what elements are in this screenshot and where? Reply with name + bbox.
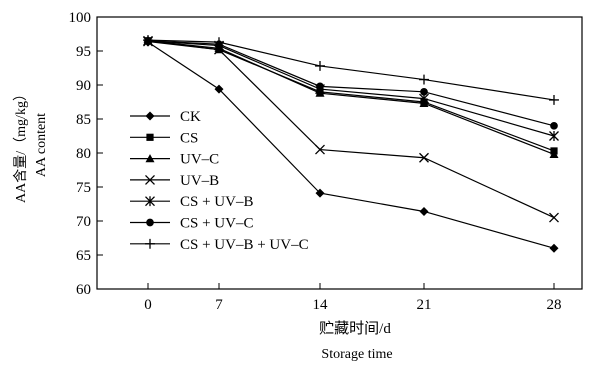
- y-tick-label: 85: [76, 112, 91, 128]
- x-tick-label: 7: [215, 297, 223, 313]
- legend-item: UV–C: [130, 152, 219, 168]
- data-point: [214, 37, 224, 48]
- legend-marker: [145, 111, 155, 121]
- series-line: [147, 40, 555, 127]
- series-line: [147, 39, 555, 101]
- data-point: [420, 87, 428, 96]
- legend-marker: [145, 154, 155, 163]
- data-point: [549, 212, 559, 223]
- data-point: [315, 61, 325, 71]
- legend-marker: [145, 238, 155, 249]
- data-point: [315, 188, 325, 198]
- legend-label: CS + UV–B + UV–C: [180, 237, 309, 253]
- y-axis-label-en: AA content: [34, 113, 49, 177]
- legend-item: UV–B: [130, 173, 219, 189]
- series-group: [143, 35, 559, 253]
- legend-label: CS + UV–C: [180, 216, 253, 232]
- legend: CK CS UV–C UV–B CS + UV–B CS + UV–C CS + UV–B …: [130, 109, 309, 253]
- data-point: [214, 84, 224, 94]
- x-tick-label: 21: [417, 297, 432, 313]
- y-tick-label: 60: [76, 282, 91, 298]
- legend-label: UV–C: [180, 152, 219, 168]
- series-5: [144, 36, 558, 130]
- legend-label: UV–B: [180, 173, 219, 189]
- series-2: [143, 36, 559, 158]
- ticks: 60 65 70 75 80 85 90 95 100 0 7 14 21 28: [69, 10, 562, 313]
- legend-item: CS + UV–B: [130, 194, 253, 210]
- legend-marker: [145, 174, 155, 185]
- data-point: [549, 95, 559, 105]
- y-tick-label: 100: [69, 10, 92, 26]
- x-axis-label-en: Storage time: [321, 347, 392, 362]
- legend-marker: [146, 133, 154, 141]
- y-tick-label: 65: [76, 248, 91, 264]
- legend-marker: [146, 218, 154, 227]
- series-6: [143, 35, 559, 105]
- y-tick-label: 95: [76, 44, 91, 60]
- y-tick-label: 90: [76, 78, 91, 94]
- legend-item: CK: [130, 109, 201, 125]
- x-tick-label: 14: [313, 297, 329, 313]
- y-tick-label: 70: [76, 214, 91, 230]
- data-point: [419, 152, 429, 163]
- legend-item: CS + UV–C: [130, 216, 253, 232]
- series-line: [147, 40, 555, 219]
- data-point: [316, 82, 324, 91]
- plot-frame: [96, 16, 583, 290]
- y-tick-label: 75: [76, 180, 91, 196]
- axes: [96, 16, 583, 290]
- series-line: [147, 40, 555, 155]
- data-point: [143, 35, 153, 46]
- data-point: [550, 121, 558, 130]
- legend-label: CS + UV–B: [180, 194, 253, 210]
- legend-label: CK: [180, 109, 201, 125]
- data-point: [419, 74, 429, 85]
- y-axis-label: AA含量/（mg/kg）: [13, 87, 29, 203]
- y-tick-label: 80: [76, 146, 91, 162]
- data-point: [549, 131, 559, 141]
- data-point: [549, 243, 559, 253]
- data-point: [315, 144, 325, 155]
- x-axis-label: 贮藏时间/d: [319, 320, 391, 337]
- x-tick-label: 28: [547, 297, 562, 313]
- legend-label: CS: [180, 130, 198, 146]
- data-point: [549, 149, 559, 158]
- legend-marker: [145, 196, 155, 207]
- x-tick-label: 0: [144, 297, 152, 313]
- legend-item: CS: [130, 130, 198, 146]
- legend-item: CS + UV–B + UV–C: [130, 237, 309, 253]
- data-point: [419, 206, 429, 216]
